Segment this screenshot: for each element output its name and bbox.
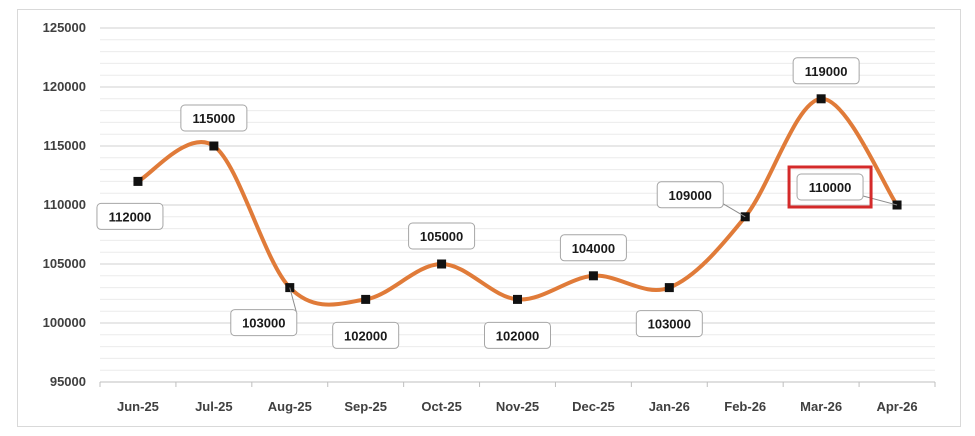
data-label-box xyxy=(484,321,551,349)
x-tick-label: Oct-25 xyxy=(421,399,461,414)
data-label: 103000 xyxy=(230,287,298,337)
data-label: 110000 xyxy=(787,165,898,209)
data-point xyxy=(664,283,674,293)
data-label-box xyxy=(559,234,627,262)
data-labels: 112000 115000 103000 102000 105000 102000 1040… xyxy=(96,57,898,349)
leader-line xyxy=(289,287,298,314)
x-tick-label: Jun-25 xyxy=(117,399,159,414)
data-label-text: 102000 xyxy=(496,328,539,343)
data-label-box xyxy=(792,57,860,85)
y-tick-label: 115000 xyxy=(43,138,86,153)
x-tick-label: Aug-25 xyxy=(268,399,312,414)
x-tick-label: Nov-25 xyxy=(496,399,539,414)
y-tick-label: 125000 xyxy=(43,20,86,35)
x-tick-label: Mar-26 xyxy=(800,399,842,414)
x-tick-label: Sep-25 xyxy=(344,399,387,414)
x-tick-label: Jan-26 xyxy=(649,399,690,414)
data-label-text: 103000 xyxy=(242,316,285,331)
leader-line xyxy=(722,203,746,218)
data-label: 104000 xyxy=(559,234,627,262)
data-label-box xyxy=(96,202,164,230)
data-label-text: 102000 xyxy=(344,328,387,343)
y-axis-ticks: 95000 100000 105000 110000 115000 120000 12500… xyxy=(43,20,86,389)
data-label-text: 119000 xyxy=(805,64,848,79)
y-tick-label: 95000 xyxy=(50,374,86,389)
data-label-box xyxy=(635,310,703,338)
data-markers xyxy=(133,94,902,304)
data-label-text: 105000 xyxy=(420,229,463,244)
data-label-text: 109000 xyxy=(669,188,712,203)
data-point xyxy=(361,294,371,304)
data-label: 112000 xyxy=(96,202,164,230)
data-label-text: 112000 xyxy=(109,209,152,224)
x-tick-label: Jul-25 xyxy=(195,399,233,414)
data-label-box xyxy=(656,181,724,209)
y-tick-label: 120000 xyxy=(43,79,86,94)
data-label-box xyxy=(332,321,400,349)
x-tick-label: Apr-26 xyxy=(876,399,917,414)
data-point xyxy=(588,271,598,281)
data-label-text: 103000 xyxy=(648,317,691,332)
y-tick-label: 100000 xyxy=(43,315,86,330)
data-label: 102000 xyxy=(332,321,400,349)
data-point xyxy=(437,259,447,269)
data-point xyxy=(816,94,826,104)
data-label-box xyxy=(180,104,248,132)
highlight-box xyxy=(787,165,873,209)
data-label-box xyxy=(408,222,476,250)
data-point xyxy=(133,176,143,186)
data-label-text: 115000 xyxy=(193,111,236,126)
data-label: 115000 xyxy=(180,104,248,132)
data-point xyxy=(209,141,219,151)
y-tick-label: 105000 xyxy=(43,256,86,271)
leader-line xyxy=(862,195,898,206)
series-line xyxy=(135,96,900,307)
data-label: 119000 xyxy=(792,57,860,85)
data-label-text: 104000 xyxy=(572,241,615,256)
x-tick-label: Feb-26 xyxy=(724,399,766,414)
data-label: 109000 xyxy=(656,181,746,218)
data-label: 105000 xyxy=(408,222,476,250)
data-point xyxy=(513,294,522,304)
y-tick-label: 110000 xyxy=(43,197,86,212)
data-label-box xyxy=(230,309,298,337)
data-label-box xyxy=(796,173,864,201)
data-label: 102000 xyxy=(484,321,551,349)
data-label: 103000 xyxy=(635,310,703,338)
x-tick-label: Dec-25 xyxy=(572,399,615,414)
data-label-text: 110000 xyxy=(809,180,852,195)
x-axis-ticks: Jun-25 Jul-25 Aug-25 Sep-25 Oct-25 Nov-25 Dec-… xyxy=(99,381,936,414)
